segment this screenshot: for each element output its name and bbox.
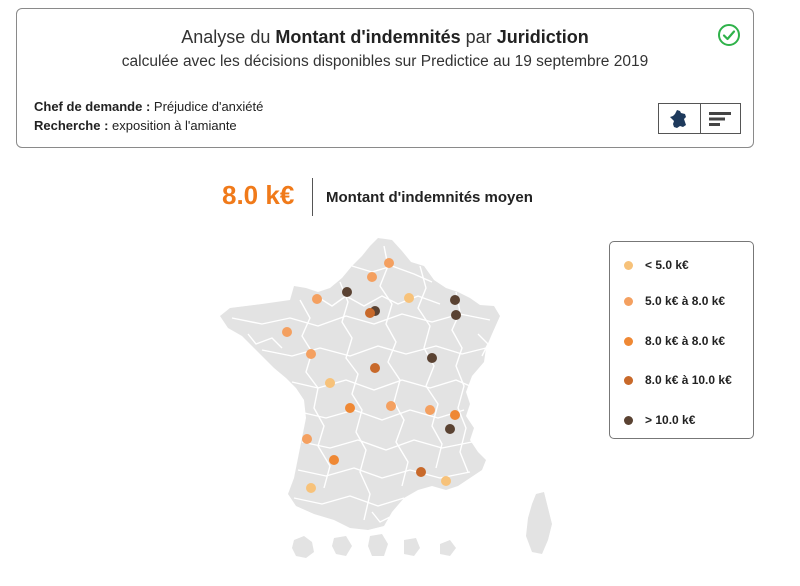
- jurisdiction-dot[interactable]: Poitiers: [325, 378, 335, 388]
- chef-de-demande-value: Préjudice d'anxiété: [153, 99, 264, 114]
- recherche-value: exposition à l'amiante: [112, 118, 237, 133]
- legend-label: < 5.0 k€: [645, 258, 689, 272]
- kpi-divider: [312, 178, 313, 216]
- legend-label: 5.0 k€ à 8.0 k€: [645, 294, 726, 308]
- jurisdiction-dot[interactable]: Angers: [342, 287, 352, 297]
- jurisdiction-dot[interactable]: Limoges: [345, 403, 355, 413]
- jurisdiction-dot[interactable]: Pau: [306, 483, 316, 493]
- overseas-1: [292, 536, 314, 558]
- jurisdiction-dot[interactable]: Bordeaux: [302, 434, 312, 444]
- analysis-title: Analyse du Montant d'indemnités par Juri…: [17, 27, 753, 48]
- mainland-france: [220, 238, 500, 530]
- jurisdiction-dot[interactable]: Orléans: [370, 363, 380, 373]
- legend-item: > 10.0 k€: [624, 410, 695, 430]
- map-legend: < 5.0 k€ 5.0 k€ à 8.0 k€ 8.0 k€ à 8.0 k€…: [609, 241, 754, 439]
- overseas-3: [368, 534, 388, 556]
- department-borders: [231, 245, 491, 523]
- france-map-icon: [670, 109, 687, 128]
- kpi-value: 8.0 k€: [222, 180, 295, 210]
- corsica: [526, 492, 552, 554]
- jurisdiction-dot[interactable]: Rouen: [312, 294, 322, 304]
- jurisdiction-dot[interactable]: Caen: [282, 327, 292, 337]
- jurisdiction-dot[interactable]: Reims: [404, 293, 414, 303]
- jurisdiction-dot[interactable]: Agen: [329, 455, 339, 465]
- analysis-subtitle: calculée avec les décisions disponibles …: [121, 53, 649, 70]
- france-land: [220, 238, 552, 558]
- kpi-label: Montant d'indemnités moyen: [326, 189, 533, 206]
- map-view-button[interactable]: [659, 104, 700, 133]
- analysis-header-card: Analyse du Montant d'indemnités par Juri…: [16, 8, 754, 148]
- overseas-5: [440, 540, 456, 556]
- legend-item: 8.0 k€ à 10.0 k€: [624, 370, 732, 390]
- jurisdiction-dot[interactable]: Grenoble: [450, 410, 460, 420]
- chef-de-demande-row: Chef de demande : Préjudice d'anxiété: [34, 97, 263, 116]
- jurisdiction-dot[interactable]: Amiens: [367, 272, 377, 282]
- legend-item: < 5.0 k€: [624, 255, 689, 275]
- jurisdiction-dot[interactable]: Aix-en-Provence: [416, 467, 426, 477]
- recherche-row: Recherche : exposition à l'amiante: [34, 116, 263, 135]
- view-toggle: [658, 103, 741, 134]
- chef-de-demande-label: Chef de demande :: [34, 99, 151, 114]
- title-mid: par: [465, 27, 492, 47]
- jurisdiction-dots: AmiensRouenDouaiCaenParisVersaillesReims…: [282, 258, 461, 493]
- jurisdiction-dot[interactable]: Dijon: [427, 353, 437, 363]
- jurisdiction-dot[interactable]: Chambéry: [445, 424, 455, 434]
- overseas-2: [332, 536, 352, 556]
- legend-dot: [624, 260, 633, 270]
- title-prefix: Analyse du: [181, 27, 271, 47]
- jurisdiction-dot[interactable]: Douai: [384, 258, 394, 268]
- jurisdiction-dot[interactable]: Nîmes: [441, 476, 451, 486]
- legend-dot: [624, 296, 633, 306]
- legend-item: 8.0 k€ à 8.0 k€: [624, 331, 725, 351]
- legend-dot: [624, 375, 633, 385]
- jurisdiction-dot[interactable]: Nancy: [451, 310, 461, 320]
- recherche-label: Recherche :: [34, 118, 109, 133]
- legend-item: 5.0 k€ à 8.0 k€: [624, 291, 725, 311]
- legend-label: 8.0 k€ à 8.0 k€: [645, 334, 726, 348]
- legend-label: > 10.0 k€: [645, 413, 696, 427]
- jurisdiction-dot[interactable]: Lyon: [425, 405, 435, 415]
- bar-list-icon: [709, 111, 732, 126]
- title-dimension: Juridiction: [496, 27, 589, 47]
- jurisdiction-dot[interactable]: Metz: [450, 295, 460, 305]
- legend-dot: [624, 415, 633, 425]
- jurisdiction-dot[interactable]: Versailles: [365, 308, 375, 318]
- legend-dot: [624, 336, 633, 346]
- jurisdiction-dot[interactable]: Rennes: [306, 349, 316, 359]
- title-metric: Montant d'indemnités: [275, 27, 461, 47]
- jurisdiction-dot[interactable]: Bourges: [386, 401, 396, 411]
- legend-label: 8.0 k€ à 10.0 k€: [645, 373, 732, 387]
- overseas-4: [404, 538, 420, 556]
- list-view-button[interactable]: [699, 104, 741, 133]
- search-criteria: Chef de demande : Préjudice d'anxiété Re…: [34, 97, 263, 135]
- check-circle-icon: [718, 24, 740, 46]
